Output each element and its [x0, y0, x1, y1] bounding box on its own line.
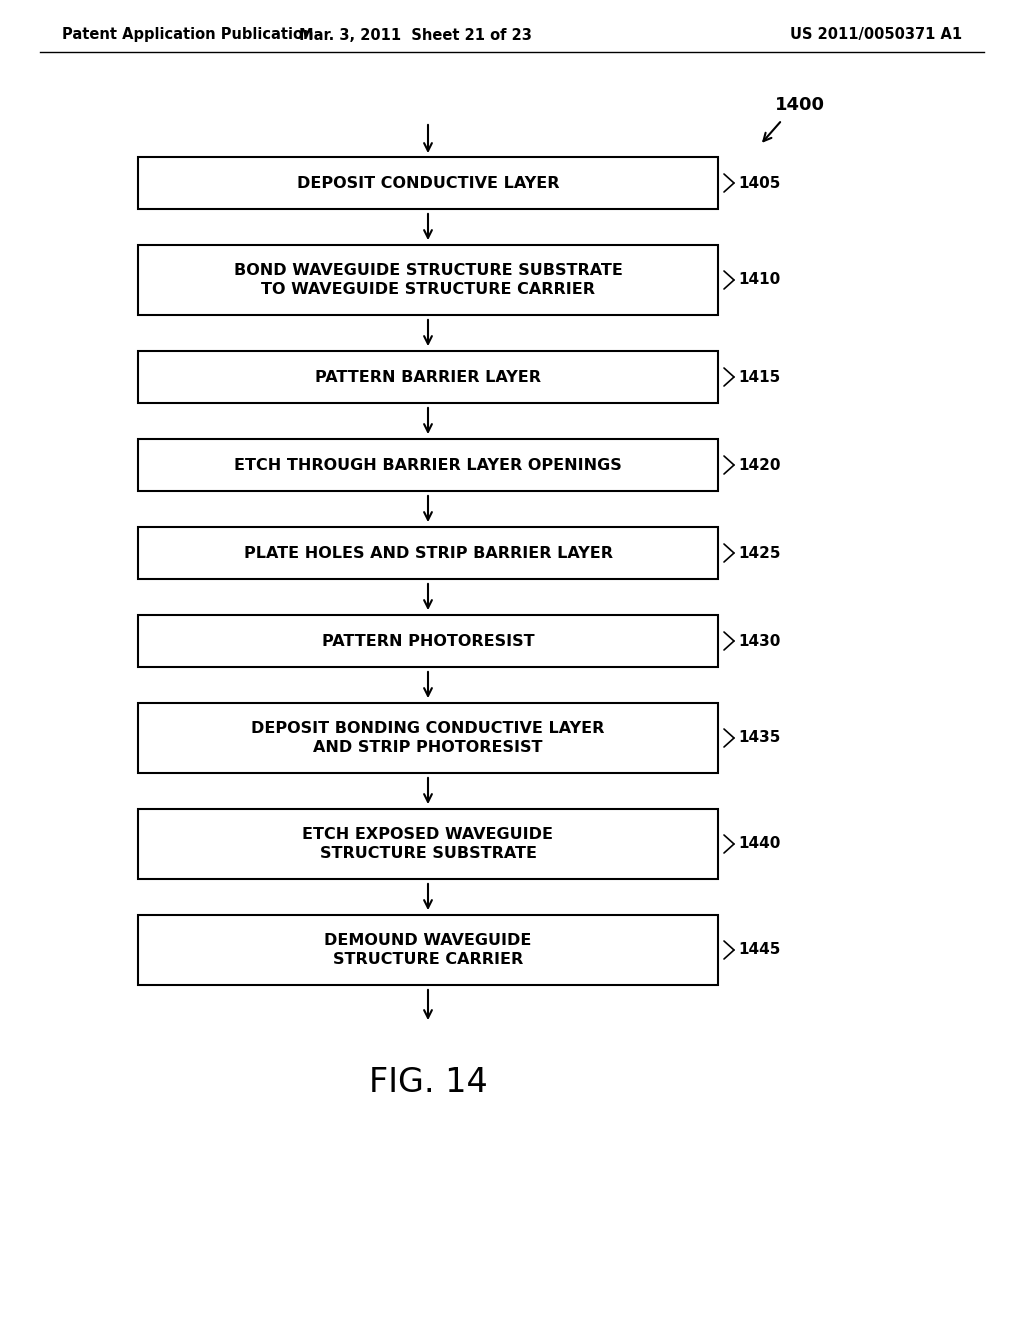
- Text: DEPOSIT CONDUCTIVE LAYER: DEPOSIT CONDUCTIVE LAYER: [297, 176, 559, 190]
- Bar: [138, 157, 718, 209]
- Bar: [138, 527, 718, 579]
- Text: Mar. 3, 2011  Sheet 21 of 23: Mar. 3, 2011 Sheet 21 of 23: [299, 28, 531, 42]
- Bar: [138, 615, 718, 667]
- Text: 1405: 1405: [738, 176, 780, 190]
- Text: 1425: 1425: [738, 545, 780, 561]
- Text: PATTERN BARRIER LAYER: PATTERN BARRIER LAYER: [315, 370, 541, 384]
- Bar: [138, 915, 718, 985]
- Bar: [138, 246, 718, 315]
- Text: 1415: 1415: [738, 370, 780, 384]
- Text: 1445: 1445: [738, 942, 780, 957]
- Text: FIG. 14: FIG. 14: [369, 1067, 487, 1100]
- Text: PATTERN PHOTORESIST: PATTERN PHOTORESIST: [322, 634, 535, 648]
- Text: DEMOUND WAVEGUIDE
STRUCTURE CARRIER: DEMOUND WAVEGUIDE STRUCTURE CARRIER: [325, 933, 531, 966]
- Text: 1420: 1420: [738, 458, 780, 473]
- Text: ETCH THROUGH BARRIER LAYER OPENINGS: ETCH THROUGH BARRIER LAYER OPENINGS: [234, 458, 622, 473]
- Text: ETCH EXPOSED WAVEGUIDE
STRUCTURE SUBSTRATE: ETCH EXPOSED WAVEGUIDE STRUCTURE SUBSTRA…: [302, 828, 554, 861]
- Text: 1435: 1435: [738, 730, 780, 746]
- Text: 1440: 1440: [738, 837, 780, 851]
- Text: US 2011/0050371 A1: US 2011/0050371 A1: [790, 28, 962, 42]
- Text: 1430: 1430: [738, 634, 780, 648]
- Text: 1410: 1410: [738, 272, 780, 288]
- Bar: [138, 440, 718, 491]
- Text: DEPOSIT BONDING CONDUCTIVE LAYER
AND STRIP PHOTORESIST: DEPOSIT BONDING CONDUCTIVE LAYER AND STR…: [251, 721, 605, 755]
- Bar: [138, 351, 718, 403]
- Bar: [138, 809, 718, 879]
- Text: BOND WAVEGUIDE STRUCTURE SUBSTRATE
TO WAVEGUIDE STRUCTURE CARRIER: BOND WAVEGUIDE STRUCTURE SUBSTRATE TO WA…: [233, 263, 623, 297]
- Text: PLATE HOLES AND STRIP BARRIER LAYER: PLATE HOLES AND STRIP BARRIER LAYER: [244, 545, 612, 561]
- Text: Patent Application Publication: Patent Application Publication: [62, 28, 313, 42]
- Text: 1400: 1400: [775, 96, 825, 114]
- Bar: [138, 704, 718, 774]
